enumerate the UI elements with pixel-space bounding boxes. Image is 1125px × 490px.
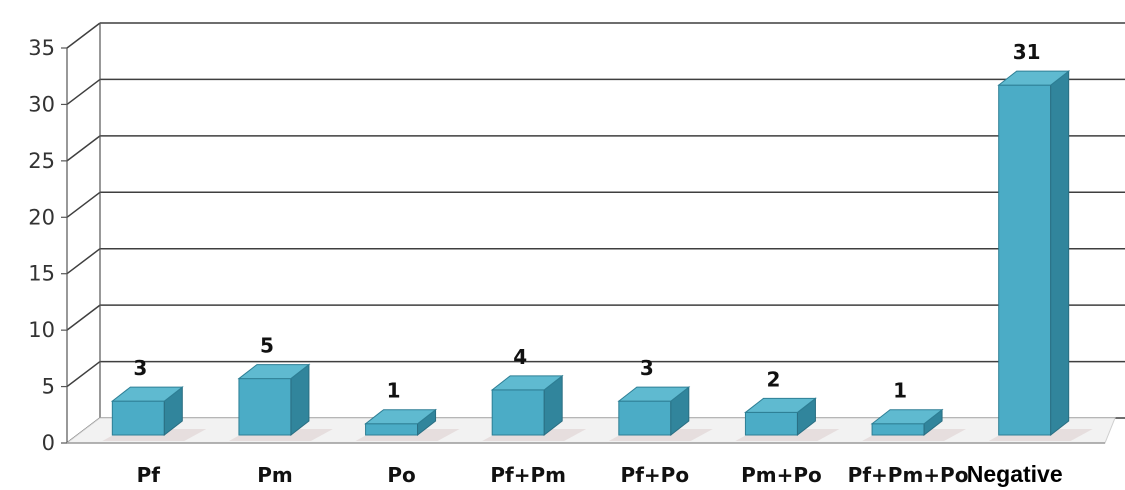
tick-label: 25 [28, 149, 55, 173]
category-label: Pm [257, 463, 293, 487]
bar-po [355, 408, 460, 441]
tick-label: 15 [28, 262, 55, 286]
data-label: 31 [1013, 40, 1041, 64]
tick-label: 35 [28, 36, 55, 60]
category-label: Negative [967, 461, 1063, 487]
data-label: 3 [640, 356, 654, 380]
gridline-diagonal [66, 135, 101, 162]
gridline-diagonal [66, 78, 101, 106]
chart-floor [65, 417, 1116, 444]
tick-label: 20 [28, 205, 55, 229]
tick-label: 5 [42, 375, 55, 399]
data-label: 4 [513, 345, 527, 369]
category-label: Pf [137, 463, 161, 487]
tick-label: 10 [28, 318, 55, 342]
data-label: 3 [133, 356, 147, 380]
data-label: 1 [893, 379, 907, 403]
bar-pf-plus-po [608, 386, 713, 441]
tick-label: 30 [28, 92, 55, 116]
bar-pf-plus-pm-plus-po [862, 408, 967, 441]
bar-top [743, 397, 817, 413]
bar-top [870, 409, 944, 425]
category-label: Pf+Pm [490, 463, 566, 487]
bar-pm [228, 363, 333, 441]
category-label: Pf+Pm+Po [848, 463, 969, 487]
gridline-diagonal [66, 191, 101, 218]
bar-front [238, 378, 292, 436]
bar-side [1050, 70, 1070, 437]
bar-front [491, 389, 545, 436]
category-label: Pf+Po [621, 463, 690, 487]
bar-top [237, 364, 311, 380]
data-label: 5 [260, 334, 274, 358]
bar-front [111, 400, 165, 436]
chart-walls [66, 23, 101, 443]
bar-negative [988, 70, 1093, 441]
bars [102, 70, 1093, 441]
bar-front [998, 84, 1052, 436]
bar-top [997, 70, 1071, 86]
bar-pf [102, 386, 207, 441]
category-label: Po [387, 463, 415, 487]
bar-front [365, 423, 419, 436]
y-axis-tick-labels: 0 5 10 15 20 25 30 35 [28, 36, 67, 455]
bar-front [744, 411, 798, 436]
gridline-diagonal [66, 248, 101, 275]
gridline-diagonal [66, 22, 101, 49]
data-label: 2 [766, 367, 780, 391]
bar-top [617, 386, 691, 402]
bar-front [871, 423, 925, 436]
data-label: 1 [387, 379, 401, 403]
gridline-diagonal [66, 304, 101, 331]
gridlines [66, 22, 1125, 444]
gridline-diagonal [66, 360, 101, 388]
bar-pf-plus-pm [482, 374, 587, 441]
bar-pm-plus-po [735, 397, 840, 441]
bar-top [490, 375, 564, 391]
category-label: Pm+Po [741, 463, 822, 487]
data-labels: 3 5 1 4 3 2 1 31 [133, 40, 1040, 403]
bar-top [110, 386, 184, 402]
tick-label: 0 [42, 431, 55, 455]
bar-front [618, 400, 672, 436]
bar-top [364, 409, 438, 425]
